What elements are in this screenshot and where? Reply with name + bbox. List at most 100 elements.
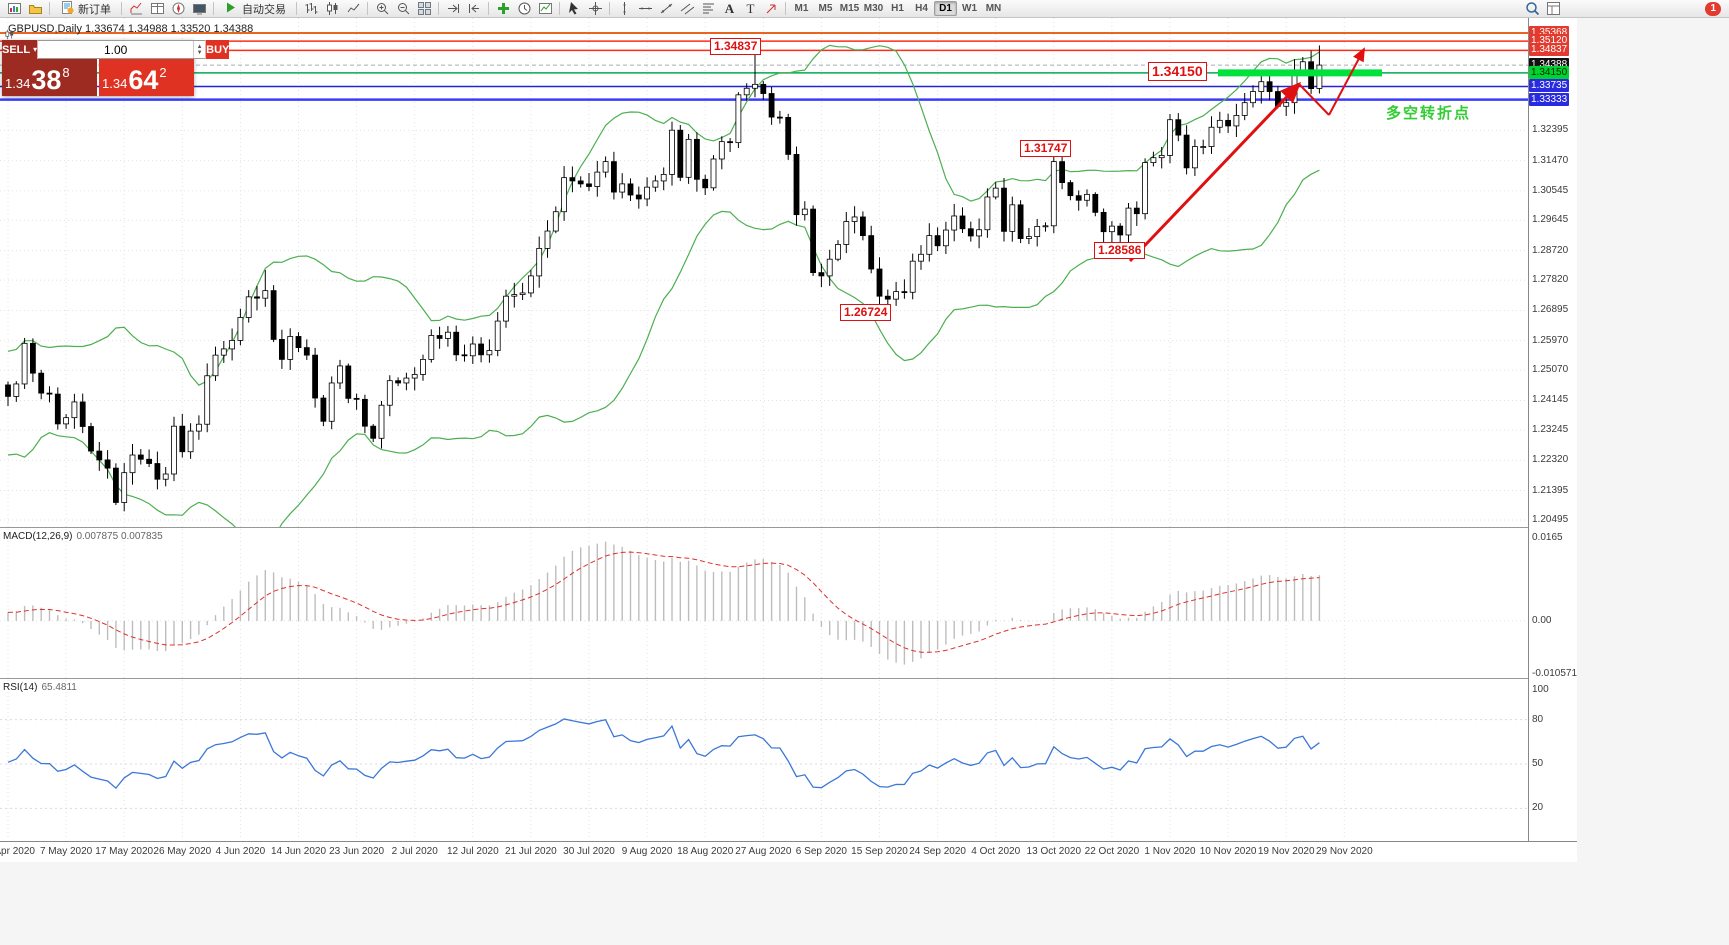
market-watch-icon[interactable]	[126, 1, 146, 17]
svg-text:A: A	[724, 1, 734, 16]
timeframe-h1-button[interactable]: H1	[891, 3, 904, 14]
date-label: 28 Apr 2020	[0, 846, 35, 857]
fibonacci-icon[interactable]	[698, 1, 718, 17]
price-badge: 1.34837	[1529, 43, 1570, 57]
tile-windows-icon[interactable]	[414, 1, 434, 17]
date-label: 1 Nov 2020	[1144, 846, 1196, 857]
zoom-in-icon[interactable]	[372, 1, 392, 17]
lot-increase-button[interactable]: ▲	[196, 43, 203, 50]
price-tick: 1.20495	[1532, 514, 1569, 525]
trendline-icon[interactable]	[656, 1, 676, 17]
date-label: 19 Nov 2020	[1257, 846, 1315, 857]
bar-chart-icon[interactable]	[301, 1, 321, 17]
sell-button[interactable]: SELL ▾	[2, 40, 39, 59]
lot-decrease-button[interactable]: ▼	[196, 49, 203, 56]
date-label: 15 Sep 2020	[851, 846, 908, 857]
timeframe-m5-button[interactable]: M5	[818, 3, 833, 14]
zoom-out-icon[interactable]	[393, 1, 413, 17]
date-label: 7 May 2020	[39, 846, 93, 857]
price-tick: 1.32395	[1532, 124, 1569, 136]
price-tick: 1.25070	[1532, 364, 1569, 376]
line-chart-icon[interactable]	[343, 1, 363, 17]
search-icon[interactable]	[1522, 1, 1542, 17]
macd-canvas[interactable]	[0, 529, 1528, 678]
profiles-icon[interactable]	[25, 1, 45, 17]
macd-label: MACD(12,26,9) 0.007875 0.007835	[3, 531, 163, 542]
lot-size-input[interactable]	[38, 41, 194, 58]
macd-pane-separator[interactable]	[0, 527, 1577, 528]
svg-text:T: T	[746, 1, 754, 16]
buy-price-head: 1.34	[102, 76, 128, 91]
date-label: 21 Jul 2020	[505, 846, 557, 857]
timeframe-mn-button[interactable]: MN	[985, 3, 1002, 14]
rsi-pane-separator[interactable]	[0, 678, 1577, 679]
periods-icon[interactable]	[514, 1, 534, 17]
templates-icon[interactable]	[535, 1, 555, 17]
channel-icon[interactable]	[677, 1, 697, 17]
navigator-icon[interactable]	[168, 1, 188, 17]
new-order-button[interactable]: 新订单	[54, 0, 117, 17]
autotrading-icon	[224, 0, 239, 18]
toolbar-divider	[488, 2, 489, 15]
text-icon[interactable]: A	[719, 1, 739, 17]
date-label: 13 Oct 2020	[1026, 846, 1082, 857]
timeframe-m1-button[interactable]: M1	[794, 3, 809, 14]
sell-options-caret-icon[interactable]: ▾	[33, 45, 38, 54]
label-icon[interactable]: T	[740, 1, 760, 17]
rsi-canvas[interactable]	[0, 680, 1528, 840]
autotrading-button[interactable]: 自动交易	[218, 1, 292, 17]
price-annotation[interactable]: 1.31747	[1020, 140, 1072, 157]
auto-scroll-icon[interactable]	[443, 1, 463, 17]
buy-button[interactable]: BUY	[205, 40, 230, 59]
date-label: 2 Jul 2020	[391, 846, 438, 857]
timeframe-w1-button[interactable]: W1	[962, 3, 977, 14]
data-window-icon[interactable]	[147, 1, 167, 17]
toolbar-divider	[296, 2, 297, 15]
horizontal-line-icon[interactable]	[635, 1, 655, 17]
price-tick: 1.27820	[1532, 274, 1569, 286]
date-label: 12 Jul 2020	[446, 846, 499, 857]
toolbar-divider	[559, 2, 560, 15]
cursor-icon[interactable]	[564, 1, 584, 17]
chart-note-text[interactable]: 多空转折点	[1386, 105, 1472, 122]
arrows-icon[interactable]	[761, 1, 781, 17]
timeframe-m15-button[interactable]: M15	[839, 3, 860, 14]
date-label: 9 Aug 2020	[621, 846, 673, 857]
notifications-badge[interactable]: 1	[1705, 1, 1721, 16]
lot-size-field: ▲ ▼	[38, 40, 206, 59]
indicators-icon[interactable]	[493, 1, 513, 17]
sell-price-panel[interactable]: 1.34 38 8	[2, 59, 97, 96]
price-tick: 1.28720	[1532, 244, 1569, 256]
layout-icon[interactable]	[1543, 1, 1563, 17]
chart-window-icon[interactable]	[4, 1, 24, 17]
price-tick: 1.22320	[1532, 454, 1569, 466]
symbol-ohlc-header: GBPUSD,Daily 1.33674 1.34988 1.33520 1.3…	[4, 23, 253, 40]
price-tick: 1.26895	[1532, 304, 1569, 316]
vertical-line-icon[interactable]	[614, 1, 634, 17]
price-axis[interactable]: 1.35368 1.35120 1.34837 1.34388 1.34150 1.337…	[1528, 18, 1577, 841]
timeframe-m30-button[interactable]: M30	[863, 3, 884, 14]
sell-price-head: 1.34	[5, 76, 31, 91]
price-badge: 1.33735	[1529, 79, 1570, 93]
timeframe-d1-button[interactable]: D1	[934, 1, 957, 16]
chart-window: 1.35368 1.35120 1.34837 1.34388 1.34150 1.337…	[0, 18, 1577, 862]
price-annotation[interactable]: 1.34150	[1148, 62, 1207, 81]
terminal-icon[interactable]	[189, 1, 209, 17]
chart-shift-icon[interactable]	[464, 1, 484, 17]
price-annotation[interactable]: 1.34837	[710, 38, 762, 55]
toolbar-divider	[49, 2, 50, 15]
price-annotation[interactable]: 1.28586	[1094, 242, 1146, 259]
buy-price-point: 2	[159, 65, 167, 80]
price-tick: 1.24145	[1532, 394, 1569, 406]
toolbar-divider	[213, 2, 214, 15]
date-label: 24 Sep 2020	[909, 846, 966, 857]
new-order-button-label: 新订单	[78, 3, 111, 16]
price-annotation[interactable]: 1.26724	[840, 304, 892, 321]
price-chart-canvas[interactable]	[0, 18, 1528, 527]
toolbar-divider	[121, 2, 122, 15]
crosshair-icon[interactable]	[585, 1, 605, 17]
candlestick-icon[interactable]	[322, 1, 342, 17]
timeframe-h4-button[interactable]: H4	[915, 3, 928, 14]
buy-price-panel[interactable]: 1.34 64 2	[99, 59, 194, 96]
